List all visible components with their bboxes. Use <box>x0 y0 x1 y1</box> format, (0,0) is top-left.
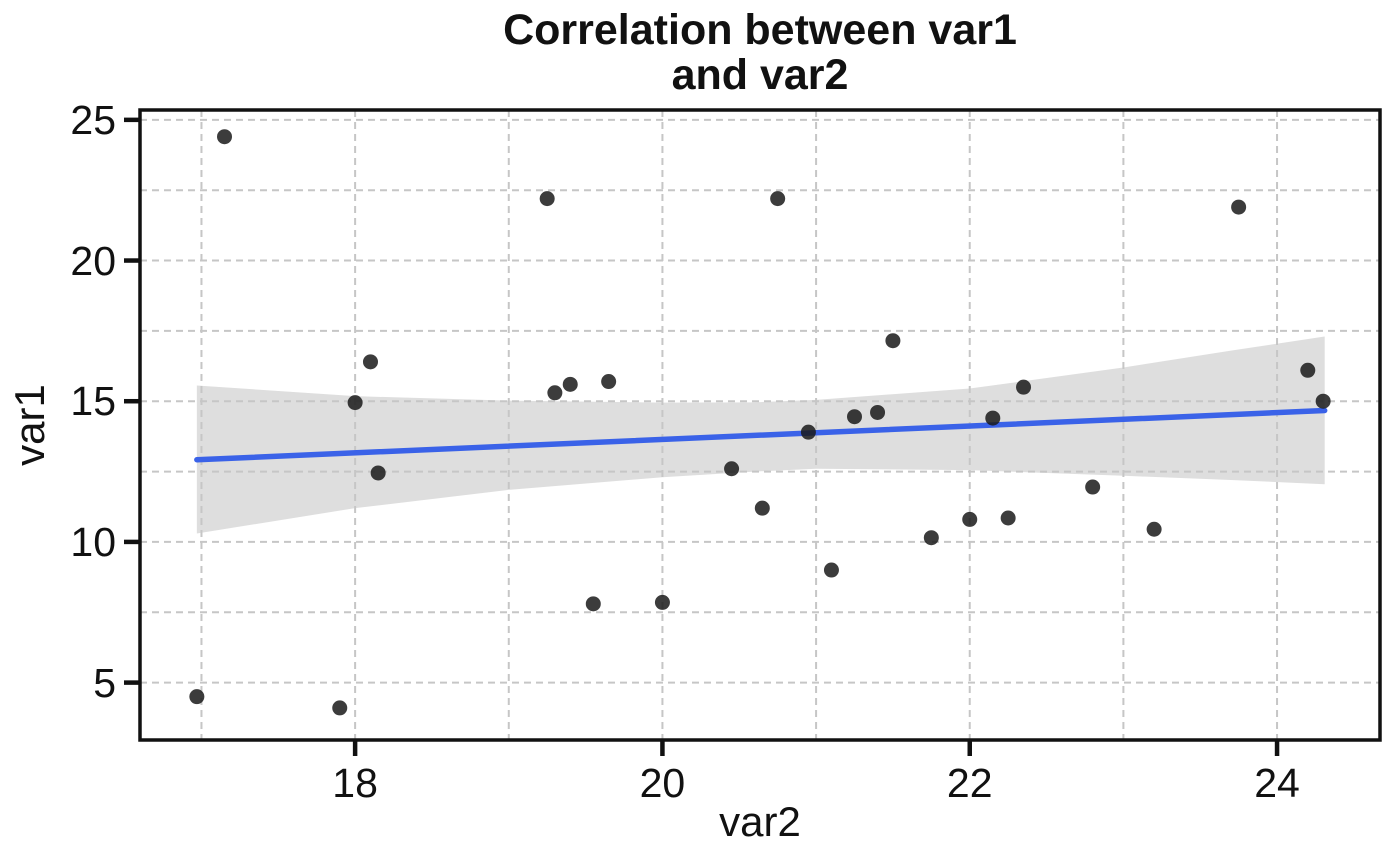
data-point <box>823 562 839 578</box>
data-point <box>885 333 901 349</box>
data-point <box>562 376 578 392</box>
y-tick-label: 10 <box>70 518 116 565</box>
data-point <box>547 385 563 401</box>
data-point <box>347 395 363 411</box>
data-point <box>1315 393 1331 409</box>
data-point <box>1231 199 1247 215</box>
data-point <box>1085 479 1101 495</box>
data-point <box>585 596 601 612</box>
data-point <box>1016 379 1032 395</box>
y-tick-label: 20 <box>70 237 116 284</box>
data-point <box>362 354 378 370</box>
data-point <box>370 465 386 481</box>
data-point <box>1300 362 1316 378</box>
data-point <box>189 689 205 705</box>
y-tick-label: 15 <box>70 378 116 425</box>
y-tick-label: 25 <box>70 96 116 143</box>
regression-line <box>194 407 1328 463</box>
data-point <box>654 594 670 610</box>
x-tick-label: 24 <box>1254 760 1300 806</box>
x-tick-label: 18 <box>332 760 378 806</box>
data-point <box>846 409 862 425</box>
data-point <box>1000 510 1016 526</box>
data-point <box>962 511 978 527</box>
x-axis-label: var2 <box>719 798 801 845</box>
data-point <box>539 191 555 207</box>
data-point <box>1146 521 1162 537</box>
x-tick-label: 20 <box>639 760 686 806</box>
axes-frame <box>138 108 1382 742</box>
y-tick-label: 5 <box>93 659 116 706</box>
data-point <box>332 700 348 716</box>
data-point <box>985 410 1001 426</box>
data-point <box>601 374 617 390</box>
data-point <box>217 129 233 145</box>
data-point <box>800 424 816 440</box>
data-point <box>770 191 786 207</box>
chart-title: Correlation between var1 and var2 <box>503 6 1017 100</box>
data-point <box>724 461 740 477</box>
data-point <box>754 500 770 516</box>
x-tick-label: 22 <box>946 760 993 806</box>
data-point <box>923 530 939 546</box>
data-point <box>870 404 886 420</box>
